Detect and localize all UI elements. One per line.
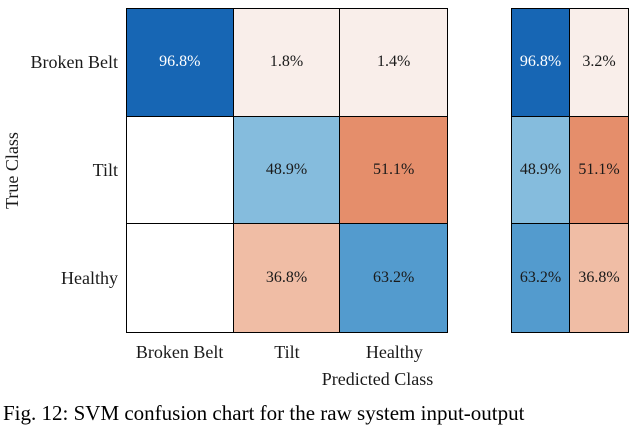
matrix-cell-r0c0: 96.8% — [127, 9, 234, 117]
matrix-cell-r2c0 — [127, 224, 234, 332]
y-axis-tick-labels: Broken Belt Tilt Healthy — [24, 8, 119, 333]
summary-cell-r0-incorrect: 3.2% — [570, 9, 628, 117]
x-axis-tick-labels: Broken Belt Tilt Healthy — [126, 342, 448, 363]
matrix-cell-r1c2: 51.1% — [340, 116, 447, 225]
matrix-cell-r1c0 — [127, 116, 234, 225]
confusion-matrix: 96.8% 1.8% 1.4% 48.9% 51.1% 36.8% 63.2% — [126, 8, 448, 333]
matrix-cell-r0c2: 1.4% — [340, 9, 447, 117]
y-tick-tilt: Tilt — [92, 159, 118, 180]
y-tick-healthy: Healthy — [61, 268, 118, 289]
summary-cell-r0-correct: 96.8% — [512, 9, 570, 117]
row-summary-panel: 96.8% 3.2% 48.9% 51.1% 63.2% 36.8% — [511, 8, 629, 333]
y-axis-title: True Class — [2, 132, 22, 209]
y-tick-broken-belt: Broken Belt — [30, 51, 119, 72]
summary-cell-r1-incorrect: 51.1% — [570, 116, 628, 225]
summary-cell-r2-correct: 63.2% — [512, 224, 570, 332]
summary-cell-r2-incorrect: 36.8% — [570, 224, 628, 332]
summary-cell-r1-correct: 48.9% — [512, 116, 570, 225]
matrix-cell-r2c2: 63.2% — [340, 224, 447, 332]
x-axis-title: Predicted Class — [321, 369, 434, 389]
x-tick-broken-belt: Broken Belt — [135, 342, 224, 362]
matrix-cell-r2c1: 36.8% — [233, 224, 341, 332]
x-tick-tilt: Tilt — [274, 342, 300, 362]
x-tick-healthy: Healthy — [365, 342, 423, 362]
matrix-cell-r0c1: 1.8% — [233, 9, 341, 117]
matrix-cell-r1c1: 48.9% — [233, 116, 341, 225]
figure-caption: Fig. 12: SVM confusion chart for the raw… — [3, 401, 525, 425]
